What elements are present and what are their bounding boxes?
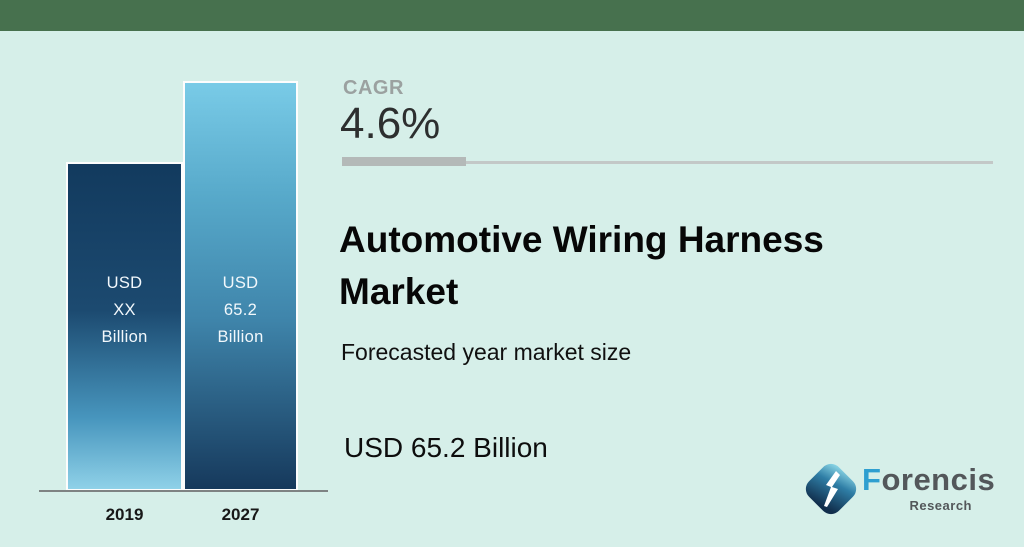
bar-2019-line-2: XX [113,301,136,319]
bar-2027-line-1: USD [222,274,259,292]
cagr-label: CAGR [343,77,404,99]
report-subtitle: Forecasted year market size [341,339,632,365]
bar-2019 [66,162,183,491]
forencis-logo: Forencis Research [802,456,1012,526]
x-axis-label-2027: 2027 [221,505,260,524]
bar-2027-value-label: USD 65.2 Billion [183,270,298,351]
bar-2019-line-1: USD [106,274,143,292]
top-strip [0,0,1024,31]
forecast-value: USD 65.2 Billion [344,432,548,463]
cagr-value: 4.6% [340,99,441,148]
forencis-research-label: Research [909,498,972,513]
forencis-wordmark: Forencis [862,462,995,498]
divider-rule-thick [342,157,466,166]
report-title: Automotive Wiring Harness Market [339,219,824,312]
forencis-wordmark-rest: orencis [881,462,996,497]
bar-2027-line-3: Billion [217,328,264,346]
x-axis-label-2019: 2019 [105,505,144,524]
bar-2019-line-3: Billion [101,328,148,346]
forencis-diamond-icon [805,463,857,515]
forencis-wordmark-initial: F [862,462,882,497]
divider-rule-thin [342,161,993,164]
x-axis-line [39,490,328,492]
bar-2027-line-2: 65.2 [223,301,258,319]
bar-2019-value-label: USD XX Billion [66,270,183,351]
